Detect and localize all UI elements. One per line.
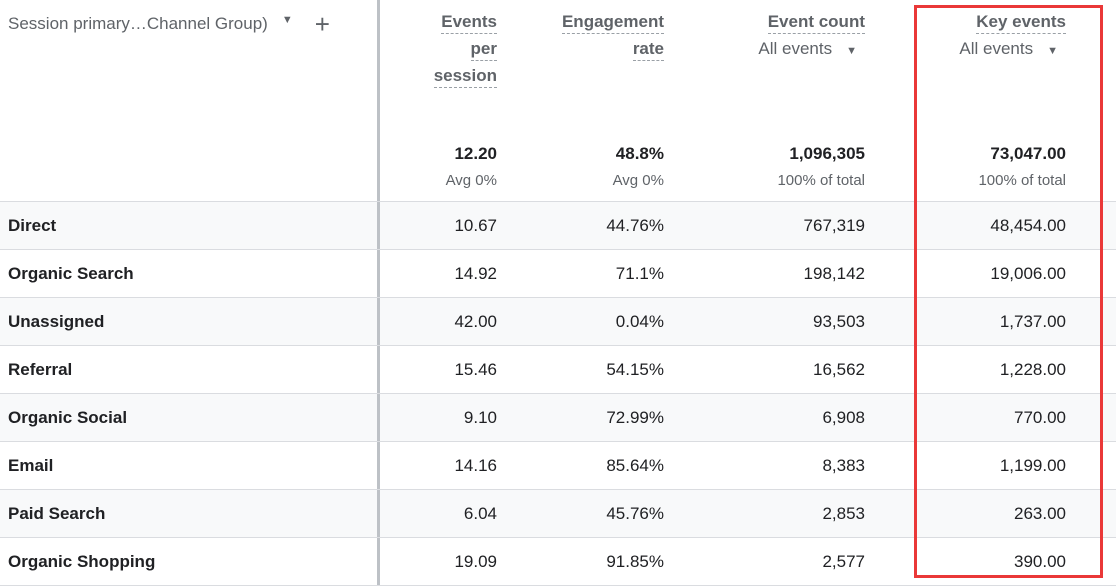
table-row[interactable]: Organic Search 14.92 71.1% 198,142 19,006.00 bbox=[0, 250, 1116, 298]
dimension-selector[interactable]: Session primary…Channel Group) bbox=[8, 14, 268, 33]
row-metric-value: 6,908 bbox=[822, 407, 865, 427]
total-value: 1,096,305 bbox=[789, 144, 865, 163]
total-subtext: 100% of total bbox=[978, 172, 1066, 189]
total-value: 12.20 bbox=[454, 144, 497, 163]
row-metric-value: 8,383 bbox=[822, 455, 865, 475]
row-metric-value: 14.16 bbox=[454, 455, 497, 475]
table-row[interactable]: Direct 10.67 44.76% 767,319 48,454.00 bbox=[0, 202, 1116, 250]
row-metric-value: 198,142 bbox=[803, 263, 865, 283]
total-value: 48.8% bbox=[615, 144, 664, 163]
row-metric-value: 93,503 bbox=[813, 311, 865, 331]
header-label: Events bbox=[441, 11, 497, 34]
row-metric-value: 767,319 bbox=[803, 215, 865, 235]
dimension-header: Session primary…Channel Group) ▼ + bbox=[0, 0, 380, 201]
row-dimension-value: Paid Search bbox=[0, 490, 380, 537]
row-metric-value: 770.00 bbox=[1014, 407, 1066, 427]
table-header: Session primary…Channel Group) ▼ + Event… bbox=[0, 0, 1116, 202]
row-metric-value: 1,737.00 bbox=[999, 311, 1066, 331]
table-body: Direct 10.67 44.76% 767,319 48,454.00 Organic… bbox=[0, 202, 1116, 586]
header-label: rate bbox=[632, 38, 664, 61]
row-metric-value: 71.1% bbox=[615, 263, 664, 283]
row-metric-value: 91.85% bbox=[606, 551, 664, 571]
table-row[interactable]: Unassigned 42.00 0.04% 93,503 1,737.00 bbox=[0, 298, 1116, 346]
dropdown-value: All events bbox=[758, 39, 833, 58]
table-row[interactable]: Email 14.16 85.64% 8,383 1,199.00 bbox=[0, 442, 1116, 490]
row-metric-value: 19,006.00 bbox=[990, 263, 1066, 283]
column-header-engagement-rate[interactable]: Engagement rate 48.8% Avg 0% bbox=[507, 0, 674, 201]
table-row[interactable]: Paid Search 6.04 45.76% 2,853 263.00 bbox=[0, 490, 1116, 538]
dropdown-value: All events bbox=[959, 39, 1034, 58]
row-metric-value: 54.15% bbox=[606, 359, 664, 379]
row-dimension-value: Organic Search bbox=[0, 250, 380, 297]
row-metric-value: 2,853 bbox=[822, 503, 865, 523]
row-dimension-value: Referral bbox=[0, 346, 380, 393]
column-header-events-per-session[interactable]: Events per session 12.20 Avg 0% bbox=[380, 0, 507, 201]
row-dimension-value: Organic Shopping bbox=[0, 538, 380, 585]
caret-down-icon: ▼ bbox=[1047, 45, 1058, 57]
header-label: session bbox=[433, 65, 497, 88]
table-row[interactable]: Organic Social 9.10 72.99% 6,908 770.00 bbox=[0, 394, 1116, 442]
row-metric-value: 42.00 bbox=[454, 311, 497, 331]
row-metric-value: 0.04% bbox=[615, 311, 664, 331]
total-subtext: 100% of total bbox=[777, 172, 865, 189]
total-value: 73,047.00 bbox=[990, 144, 1066, 163]
column-header-key-events[interactable]: Key events All events ▼ 73,047.00 100% of… bbox=[875, 0, 1076, 201]
event-filter-dropdown[interactable]: All events ▼ bbox=[758, 38, 865, 62]
table-row[interactable]: Referral 15.46 54.15% 16,562 1,228.00 bbox=[0, 346, 1116, 394]
row-dimension-value: Unassigned bbox=[0, 298, 380, 345]
row-metric-value: 2,577 bbox=[822, 551, 865, 571]
row-metric-value: 14.92 bbox=[454, 263, 497, 283]
key-event-filter-dropdown[interactable]: All events ▼ bbox=[959, 38, 1066, 62]
row-metric-value: 263.00 bbox=[1014, 503, 1066, 523]
table-row[interactable]: Organic Shopping 19.09 91.85% 2,577 390.00 bbox=[0, 538, 1116, 586]
header-label: Key events bbox=[976, 11, 1066, 34]
header-label: per bbox=[470, 38, 497, 61]
row-metric-value: 48,454.00 bbox=[990, 215, 1066, 235]
row-metric-value: 10.67 bbox=[454, 215, 497, 235]
row-metric-value: 44.76% bbox=[606, 215, 664, 235]
row-metric-value: 9.10 bbox=[463, 407, 497, 427]
caret-down-icon: ▼ bbox=[846, 45, 857, 57]
column-header-event-count[interactable]: Event count All events ▼ 1,096,305 100% o… bbox=[674, 0, 875, 201]
row-dimension-value: Direct bbox=[0, 202, 380, 249]
row-metric-value: 45.76% bbox=[606, 503, 664, 523]
row-metric-value: 72.99% bbox=[606, 407, 664, 427]
total-subtext: Avg 0% bbox=[445, 172, 497, 189]
add-dimension-icon[interactable]: + bbox=[314, 9, 330, 39]
row-metric-value: 6.04 bbox=[463, 503, 497, 523]
row-metric-value: 1,199.00 bbox=[999, 455, 1066, 475]
row-metric-value: 19.09 bbox=[454, 551, 497, 571]
row-metric-value: 1,228.00 bbox=[999, 359, 1066, 379]
row-metric-value: 15.46 bbox=[454, 359, 497, 379]
row-dimension-value: Organic Social bbox=[0, 394, 380, 441]
header-label: Event count bbox=[767, 11, 865, 34]
header-label: Engagement bbox=[561, 11, 664, 34]
total-subtext: Avg 0% bbox=[612, 172, 664, 189]
row-dimension-value: Email bbox=[0, 442, 380, 489]
caret-down-icon[interactable]: ▼ bbox=[281, 14, 293, 26]
row-metric-value: 16,562 bbox=[813, 359, 865, 379]
row-metric-value: 85.64% bbox=[606, 455, 664, 475]
row-metric-value: 390.00 bbox=[1014, 551, 1066, 571]
